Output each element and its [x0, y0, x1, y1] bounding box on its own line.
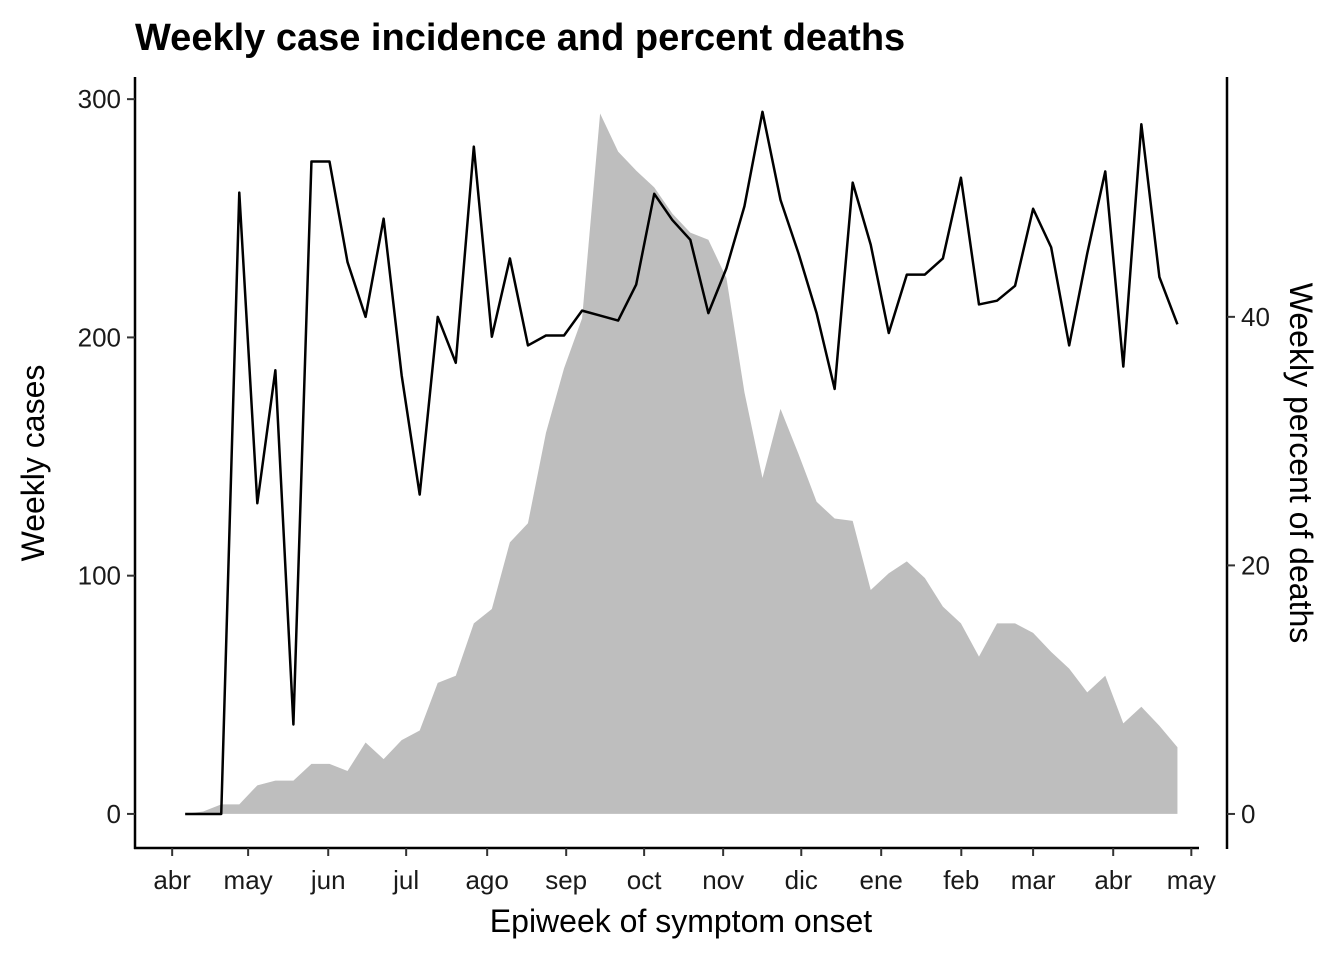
x-tick-label: oct	[627, 865, 662, 895]
y-tick-label: 0	[107, 799, 121, 829]
x-axis-title: Epiweek of symptom onset	[490, 903, 873, 939]
x-tick-label: jul	[392, 865, 419, 895]
y-tick-label: 100	[78, 561, 121, 591]
x-tick-label: abr	[1094, 865, 1132, 895]
x-tick-label: jun	[310, 865, 346, 895]
y-tick-label: 200	[78, 322, 121, 352]
y2-tick-label: 0	[1241, 799, 1255, 829]
y2-tick-label: 40	[1241, 302, 1270, 332]
x-tick-label: ago	[465, 865, 508, 895]
x-tick-label: abr	[153, 865, 191, 895]
plot-area	[185, 110, 1179, 816]
x-tick-label: may	[224, 865, 273, 895]
x-tick-label: may	[1167, 865, 1216, 895]
x-tick-label: ene	[859, 865, 902, 895]
x-tick-label: mar	[1011, 865, 1056, 895]
chart-title: Weekly case incidence and percent deaths	[135, 17, 905, 59]
y2-tick-label: 20	[1241, 550, 1270, 580]
line	[185, 110, 1179, 816]
y-axis-title: Weekly cases	[15, 365, 51, 562]
area	[185, 113, 1178, 814]
y-tick-label: 300	[78, 84, 121, 114]
x-tick-label: nov	[702, 865, 744, 895]
x-tick-label: sep	[545, 865, 587, 895]
y2-axis-title: Weekly percent of deaths	[1283, 283, 1319, 644]
x-tick-label: feb	[943, 865, 979, 895]
x-tick-label: dic	[785, 865, 818, 895]
